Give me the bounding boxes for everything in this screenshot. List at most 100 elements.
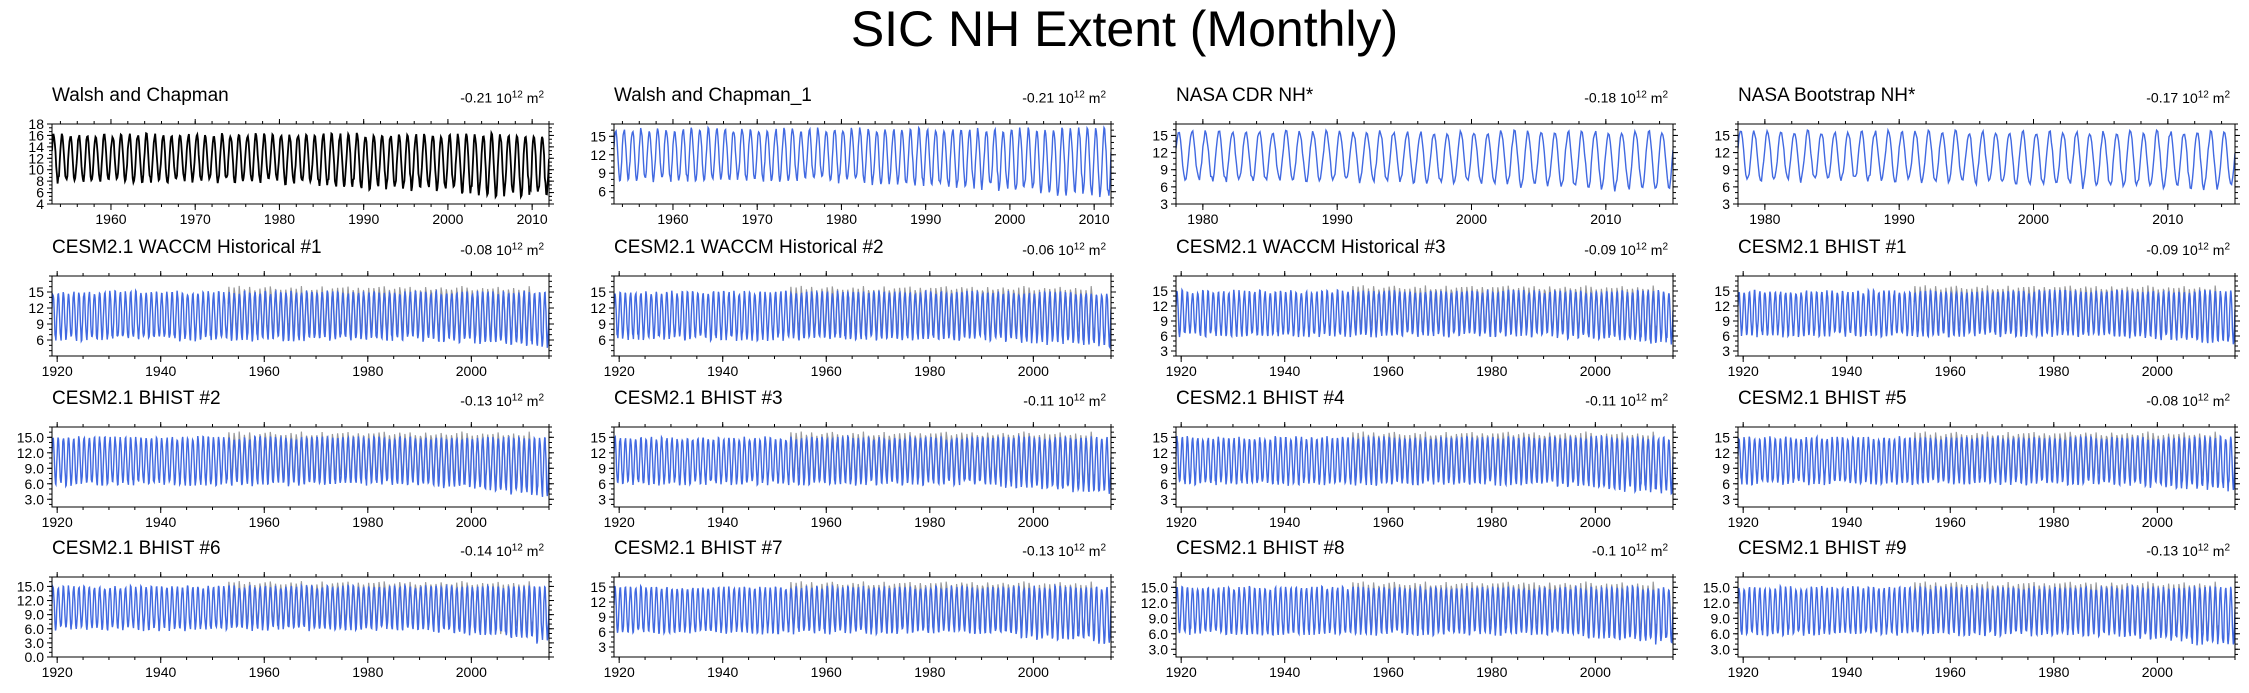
plot-frame xyxy=(613,275,1112,357)
chart-panel: CESM2.1 BHIST #7 -0.13 1012 m2 1920 1940 1960… xyxy=(562,533,1124,678)
x-tick-label: 1940 xyxy=(1269,514,1300,528)
x-tick-label: 1980 xyxy=(826,211,857,225)
y-tick-label: 15 xyxy=(1152,429,1168,445)
chart-panel: CESM2.1 BHIST #3 -0.11 1012 m2 1920 1940 1960… xyxy=(562,383,1124,528)
x-tick-label: 2000 xyxy=(432,211,463,225)
y-tick-label: 6 xyxy=(1722,179,1730,195)
panel-title: CESM2.1 BHIST #5 xyxy=(1738,388,1907,409)
trend-value: -0.1 xyxy=(1592,542,1617,559)
x-tick-label: 1960 xyxy=(811,363,842,377)
x-tick-label: 2000 xyxy=(1018,514,1049,528)
y-tick-label: 3 xyxy=(1722,196,1730,212)
panel-title: CESM2.1 WACCM Historical #2 xyxy=(614,237,884,258)
x-tick-label: 1960 xyxy=(1935,514,1966,528)
y-tick-label: 16 xyxy=(28,127,44,143)
trend-unit: 1012 m2 xyxy=(1058,392,1106,409)
y-tick-label: 15 xyxy=(28,284,44,300)
trend-unit: 1012 m2 xyxy=(1620,89,1668,106)
panel-title: NASA Bootstrap NH* xyxy=(1738,85,1916,106)
series-line xyxy=(1738,434,2235,492)
y-tick-label: 4 xyxy=(36,196,44,212)
y-tick-label: 3.0 xyxy=(25,491,45,507)
y-tick-label: 6 xyxy=(598,624,606,640)
x-tick-label: 2000 xyxy=(456,363,487,377)
chart-panel: CESM2.1 BHIST #6 -0.14 1012 m2 1920 1940 1960… xyxy=(0,533,562,678)
chart-panel: CESM2.1 BHIST #4 -0.11 1012 m2 1920 1940 1960… xyxy=(1124,383,1686,528)
trend-label: -0.08 1012 m2 xyxy=(2146,392,2230,409)
y-tick-label: 15.0 xyxy=(1141,579,1168,595)
x-tick-label: 1980 xyxy=(2038,664,2069,678)
x-tick-label: 1940 xyxy=(145,514,176,528)
y-tick-label: 6 xyxy=(36,185,44,201)
trend-label: -0.09 1012 m2 xyxy=(2146,241,2230,258)
x-tick-label: 1980 xyxy=(1476,363,1507,377)
x-tick-label: 1980 xyxy=(1187,211,1218,225)
x-tick-label: 1920 xyxy=(604,363,635,377)
chart-panel: Walsh and Chapman_1 -0.21 1012 m2 1960 1970 1… xyxy=(562,80,1124,225)
y-tick-label: 12 xyxy=(590,594,606,610)
x-tick-label: 1920 xyxy=(1728,664,1759,678)
trend-label: -0.06 1012 m2 xyxy=(1022,241,1106,258)
x-tick-label: 1940 xyxy=(1831,664,1862,678)
y-tick-label: 12 xyxy=(1152,298,1168,314)
trend-value: -0.13 xyxy=(2146,542,2179,559)
x-tick-label: 1940 xyxy=(1831,514,1862,528)
x-tick-label: 1960 xyxy=(811,664,842,678)
x-tick-label: 2000 xyxy=(1580,514,1611,528)
y-tick-label: 15.0 xyxy=(17,429,44,445)
y-tick-label: 12 xyxy=(28,300,44,316)
x-tick-label: 1960 xyxy=(1373,664,1404,678)
y-tick-label: 15 xyxy=(590,579,606,595)
x-tick-label: 1990 xyxy=(348,211,379,225)
y-tick-label: 3.0 xyxy=(1711,641,1731,657)
panel-title: CESM2.1 WACCM Historical #1 xyxy=(52,237,322,258)
y-tick-label: 15 xyxy=(1152,283,1168,299)
x-tick-label: 1980 xyxy=(1749,211,1780,225)
y-tick-label: 12 xyxy=(1152,145,1168,161)
page-title: SIC NH Extent (Monthly) xyxy=(850,1,1399,57)
x-tick-label: 1980 xyxy=(352,664,383,678)
y-tick-label: 9 xyxy=(598,609,606,625)
x-tick-label: 1920 xyxy=(42,363,73,377)
x-tick-label: 1980 xyxy=(2038,363,2069,377)
x-tick-label: 2000 xyxy=(1580,664,1611,678)
y-tick-label: 15 xyxy=(1152,127,1168,143)
y-tick-label: 15 xyxy=(1714,283,1730,299)
x-tick-label: 1960 xyxy=(1935,363,1966,377)
x-tick-label: 2010 xyxy=(2152,211,2183,225)
panel-title: CESM2.1 BHIST #2 xyxy=(52,388,221,409)
x-tick-label: 1970 xyxy=(180,211,211,225)
y-tick-label: 12 xyxy=(1714,445,1730,461)
y-tick-label: 6 xyxy=(1160,179,1168,195)
chart-svg: 1920 1940 1960 1980 2000 3.06.09.012.015.0 xyxy=(17,422,554,528)
chart-panel: CESM2.1 BHIST #8 -0.1 1012 m2 1920 1940 1960 1… xyxy=(1124,533,1686,678)
panel-title: CESM2.1 BHIST #8 xyxy=(1176,538,1345,559)
x-tick-label: 1960 xyxy=(1373,363,1404,377)
x-tick-label: 1940 xyxy=(1269,363,1300,377)
chart-svg: 1920 1940 1960 1980 2000 3.06.09.012.015.0 xyxy=(1141,572,1678,678)
trend-value: -0.21 xyxy=(1022,89,1055,106)
trend-value: -0.18 xyxy=(1584,89,1617,106)
series-line xyxy=(1738,583,2235,646)
trend-value: -0.08 xyxy=(460,241,493,258)
trend-unit: 1012 m2 xyxy=(1058,241,1106,258)
x-tick-label: 1990 xyxy=(910,211,941,225)
y-tick-label: 9 xyxy=(598,460,606,476)
y-tick-label: 9 xyxy=(598,165,606,181)
trend-unit: 1012 m2 xyxy=(1620,542,1668,559)
y-tick-label: 3 xyxy=(1722,343,1730,359)
trend-unit: 1012 m2 xyxy=(496,241,544,258)
y-tick-label: 3 xyxy=(598,491,606,507)
x-tick-label: 1940 xyxy=(1269,664,1300,678)
plot-frame xyxy=(1175,576,1674,658)
chart-panel: CESM2.1 BHIST #9 -0.13 1012 m2 1920 1940 1960… xyxy=(1686,533,2248,678)
x-tick-label: 1940 xyxy=(707,363,738,377)
plot-frame xyxy=(1175,426,1674,508)
x-tick-label: 1960 xyxy=(95,211,126,225)
panel-title: CESM2.1 BHIST #4 xyxy=(1176,388,1345,409)
y-tick-label: 12.0 xyxy=(17,445,44,461)
